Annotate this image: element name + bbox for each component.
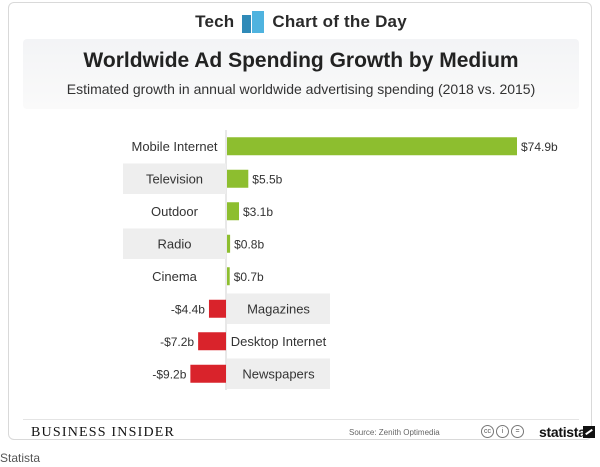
cc-icon: cc: [481, 425, 494, 438]
category-label: Cinema: [152, 269, 198, 284]
row-band: [227, 358, 330, 389]
footer-divider: [23, 419, 579, 420]
row-band: [123, 163, 226, 194]
bar-chart: Mobile Internet $74.9b Television $5.5b Outd…: [123, 130, 558, 390]
category-label: Mobile Internet: [132, 139, 218, 154]
value-label: $74.9b: [521, 140, 558, 154]
image-caption: Statista: [0, 451, 41, 465]
bar-chart-icon: [242, 11, 265, 33]
category-label: Radio: [158, 236, 192, 251]
chart-subtitle: Estimated growth in annual worldwide adv…: [66, 81, 536, 97]
bar: [208, 299, 226, 318]
equals-icon: =: [511, 425, 524, 438]
category-label: Magazines: [247, 301, 310, 316]
value-label: -$7.2b: [160, 335, 194, 349]
row-band: [227, 293, 330, 324]
bar: [227, 202, 240, 221]
row-band: [123, 228, 226, 259]
publisher-logo: Business Insider: [31, 425, 176, 440]
statista-icon: [583, 426, 595, 438]
bar: [227, 169, 249, 188]
bar: [198, 332, 226, 351]
category-label: Newspapers: [242, 366, 315, 381]
chart-card: Tech Chart of the Day Worldwide Ad Spend…: [8, 2, 595, 440]
bar: [227, 234, 231, 253]
value-label: $3.1b: [243, 205, 273, 219]
category-label: Outdoor: [151, 204, 199, 219]
category-label: Desktop Internet: [231, 334, 327, 349]
source-note: Source: Zenith Optimedia: [349, 428, 440, 437]
category-label: Television: [146, 171, 203, 186]
brand-tech: Tech: [195, 12, 235, 31]
brand-header: Tech Chart of the Day: [9, 9, 593, 35]
value-label: $0.7b: [234, 270, 264, 284]
title-band: Worldwide Ad Spending Growth by Medium E…: [23, 39, 579, 109]
statista-logo: statista: [539, 424, 586, 440]
value-label: $5.5b: [252, 172, 282, 186]
license-icons: cc i =: [481, 425, 524, 438]
value-label: $0.8b: [234, 237, 264, 251]
bar: [227, 137, 517, 156]
chart-title: Worldwide Ad Spending Growth by Medium: [83, 49, 519, 72]
brand-chart-of-the-day: Chart of the Day: [272, 12, 407, 31]
attribution-icon: i: [496, 425, 509, 438]
bar: [190, 364, 226, 383]
value-label: -$4.4b: [171, 302, 205, 316]
value-label: -$9.2b: [152, 367, 186, 381]
bar: [227, 267, 230, 286]
